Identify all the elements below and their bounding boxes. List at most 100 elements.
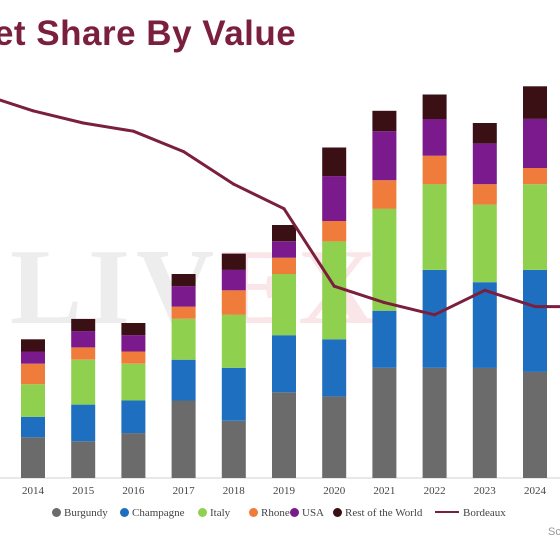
- bar-champagne-2022: [422, 269, 447, 368]
- bar-usa-2014: [21, 351, 45, 364]
- bar-champagne-2015: [71, 404, 96, 442]
- bar-rest-of-the-world-2023: [472, 123, 497, 144]
- chart-legend: Burgundy Champagne Italy Rhone USA Rest of th…: [52, 505, 560, 523]
- bar-burgundy-2019: [272, 392, 296, 478]
- bar-burgundy-2021: [372, 367, 397, 478]
- bar-champagne-2016: [121, 400, 146, 434]
- bar-rhone-2024: [523, 167, 547, 185]
- bar-italy-2022: [422, 184, 447, 270]
- x-tick-label-2021: 2021: [373, 485, 395, 497]
- bar-italy-2016: [121, 363, 146, 401]
- x-tick-label-2016: 2016: [122, 485, 145, 497]
- legend-swatch-italy: [198, 508, 207, 517]
- legend-item-champagne: Champagne: [120, 505, 185, 521]
- bar-rest-of-the-world-2014: [21, 339, 45, 352]
- legend-swatch-rest-of-the-world: [333, 508, 342, 517]
- bar-italy-2017: [171, 318, 196, 360]
- bar-rest-of-the-world-2022: [422, 94, 447, 119]
- x-tick-label-2020: 2020: [323, 485, 346, 497]
- bar-italy-2014: [21, 384, 45, 417]
- bar-burgundy-2023: [472, 367, 497, 478]
- bar-rhone-2014: [21, 363, 45, 385]
- bar-rhone-2021: [372, 180, 397, 209]
- bar-usa-2022: [422, 119, 447, 156]
- bar-burgundy-2017: [171, 400, 196, 478]
- legend-label-champagne: Champagne: [132, 507, 185, 519]
- x-tick-label-2022: 2022: [424, 485, 446, 497]
- legend-label-bordeaux: Bordeaux: [463, 507, 506, 519]
- bar-usa-2020: [322, 176, 347, 221]
- bar-champagne-2019: [272, 335, 296, 393]
- bar-usa-2023: [472, 143, 497, 185]
- point-bordeaux-2015: [81, 121, 85, 125]
- legend-item-usa: USA: [290, 505, 324, 521]
- bar-usa-2017: [171, 286, 196, 307]
- bar-usa-2024: [523, 119, 547, 168]
- bar-rhone-2018: [221, 290, 246, 315]
- legend-swatch-rhone: [249, 508, 258, 517]
- bar-rhone-2015: [71, 347, 96, 360]
- bar-usa-2018: [221, 269, 246, 291]
- bar-champagne-2021: [372, 310, 397, 368]
- x-tick-label-2017: 2017: [173, 485, 196, 497]
- bar-burgundy-2014: [21, 437, 45, 478]
- bar-usa-2016: [121, 335, 146, 352]
- x-tick-label-2014: 2014: [22, 485, 45, 497]
- legend-swatch-burgundy: [52, 508, 61, 517]
- x-tick-label-2015: 2015: [72, 485, 95, 497]
- chart-title: ket Share By Value: [0, 14, 297, 53]
- bar-champagne-2024: [523, 269, 547, 372]
- bar-usa-2021: [372, 131, 397, 181]
- x-tick-labels: 2014 2015 2016 2017 2018 2019 2020 2021 2022 2023…: [22, 485, 547, 497]
- legend-label-usa: USA: [302, 507, 325, 519]
- point-bordeaux-2016: [131, 129, 135, 133]
- bar-champagne-2023: [472, 282, 497, 368]
- bar-rest-of-the-world-2019: [272, 225, 296, 242]
- bar-rest-of-the-world-2015: [71, 318, 96, 332]
- legend-item-bordeaux: Bordeaux: [435, 505, 506, 521]
- source-note: Sc: [548, 526, 560, 538]
- x-tick-label-2019: 2019: [273, 485, 296, 497]
- point-bordeaux-2021: [382, 301, 386, 305]
- point-bordeaux-2023: [483, 288, 487, 292]
- legend-label-italy: Italy: [210, 507, 231, 519]
- bar-italy-2023: [472, 204, 497, 283]
- x-tick-label-2018: 2018: [223, 485, 246, 497]
- legend-label-burgundy: Burgundy: [64, 507, 108, 519]
- legend-item-rest-of-the-world: Rest of the World: [333, 505, 422, 521]
- legend-item-rhone: Rhone: [249, 505, 290, 521]
- point-bordeaux-2018: [232, 182, 236, 186]
- bar-rest-of-the-world-2024: [523, 86, 547, 119]
- bar-burgundy-2022: [422, 367, 447, 478]
- point-bordeaux-2019: [282, 207, 286, 211]
- bar-burgundy-2016: [121, 433, 146, 478]
- legend-label-rhone: Rhone: [261, 507, 290, 519]
- x-tick-label-2023: 2023: [474, 485, 497, 497]
- bar-burgundy-2015: [71, 441, 96, 478]
- bar-burgundy-2020: [322, 396, 347, 478]
- bar-usa-2019: [272, 241, 296, 258]
- legend-item-italy: Italy: [198, 505, 230, 521]
- bar-champagne-2020: [322, 339, 347, 397]
- bar-burgundy-2018: [221, 420, 246, 478]
- line-group: [0, 98, 560, 317]
- bar-rhone-2016: [121, 351, 146, 364]
- x-tick-label-2024: 2024: [524, 485, 547, 497]
- bar-rest-of-the-world-2017: [171, 274, 196, 287]
- bar-rest-of-the-world-2021: [372, 110, 397, 132]
- point-bordeaux-2020: [332, 284, 336, 288]
- bar-rhone-2023: [472, 184, 497, 205]
- bar-rhone-2022: [422, 155, 447, 185]
- point-bordeaux-2024: [533, 305, 537, 309]
- bar-group: [21, 86, 547, 478]
- legend-swatch-bordeaux: [435, 511, 459, 513]
- bar-rest-of-the-world-2020: [322, 147, 347, 177]
- bar-rhone-2020: [322, 221, 347, 242]
- legend-label-rest-of-the-world: Rest of the World: [345, 507, 423, 519]
- legend-swatch-usa: [290, 508, 299, 517]
- bar-rest-of-the-world-2018: [221, 253, 246, 270]
- bar-usa-2015: [71, 331, 96, 348]
- legend-item-burgundy: Burgundy: [52, 505, 108, 521]
- bar-italy-2024: [523, 184, 547, 270]
